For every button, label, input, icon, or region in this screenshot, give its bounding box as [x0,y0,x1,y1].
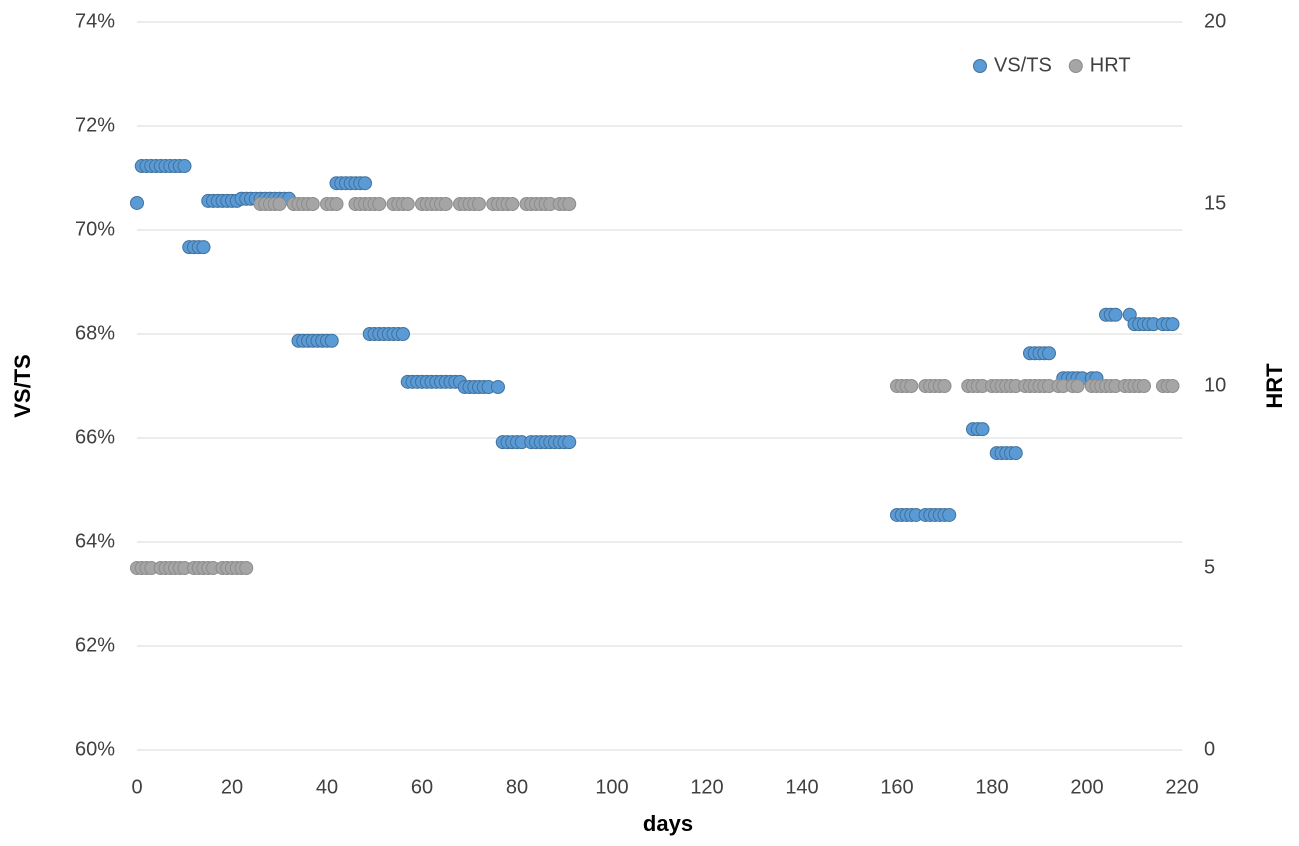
point [562,197,577,211]
x-tick-label: 160 [880,776,913,798]
y2-tick-label: 10 [1204,374,1226,396]
point [305,197,320,211]
x-tick-label: 0 [131,776,142,798]
point [324,333,339,348]
y2-axis-title: HRT [1262,363,1287,409]
point [177,159,192,174]
y-tick-label: 72% [75,114,115,136]
point [472,197,486,211]
point [400,197,415,211]
point [329,197,344,211]
point [130,195,144,210]
legend-marker [1068,59,1083,73]
x-tick-label: 40 [316,776,338,798]
y-tick-label: 74% [75,10,115,32]
point [904,379,919,393]
y2-tick-label: 0 [1204,738,1215,760]
point [937,379,952,393]
y-tick-label: 60% [75,738,115,760]
point [562,435,577,450]
point [942,507,957,522]
point [491,380,505,395]
point [372,197,387,211]
point [1008,446,1023,461]
legend-label: VS/TS [994,54,1052,76]
x-tick-label: 100 [595,776,628,798]
point [1165,379,1180,393]
x-tick-label: 80 [506,776,528,798]
x-tick-label: 140 [785,776,818,798]
x-tick-label: 120 [690,776,723,798]
x-axis-title: days [643,811,693,836]
point [975,422,990,437]
legend-label: HRT [1090,54,1131,76]
x-tick-label: 220 [1165,776,1198,798]
y2-tick-label: 5 [1204,556,1215,578]
point [358,176,372,191]
y-tick-label: 62% [75,634,115,656]
x-tick-label: 20 [221,776,243,798]
point [1042,346,1056,361]
point [1108,307,1123,322]
point [438,197,453,211]
y-tick-label: 68% [75,322,115,344]
y2-tick-label: 20 [1204,10,1226,32]
y-tick-label: 70% [75,218,115,240]
x-tick-label: 60 [411,776,433,798]
y-tick-label: 66% [75,426,115,448]
point [1137,379,1151,393]
point [272,197,287,211]
point [1165,317,1180,332]
point [396,327,410,341]
y-axis-title: VS/TS [10,354,35,418]
legend-marker [973,59,987,73]
y2-tick-label: 15 [1204,192,1226,214]
point [196,240,211,255]
point [239,561,254,575]
x-tick-label: 200 [1070,776,1103,798]
point [1070,379,1085,393]
x-tick-label: 180 [975,776,1008,798]
point [505,197,520,211]
y-tick-label: 64% [75,530,115,552]
